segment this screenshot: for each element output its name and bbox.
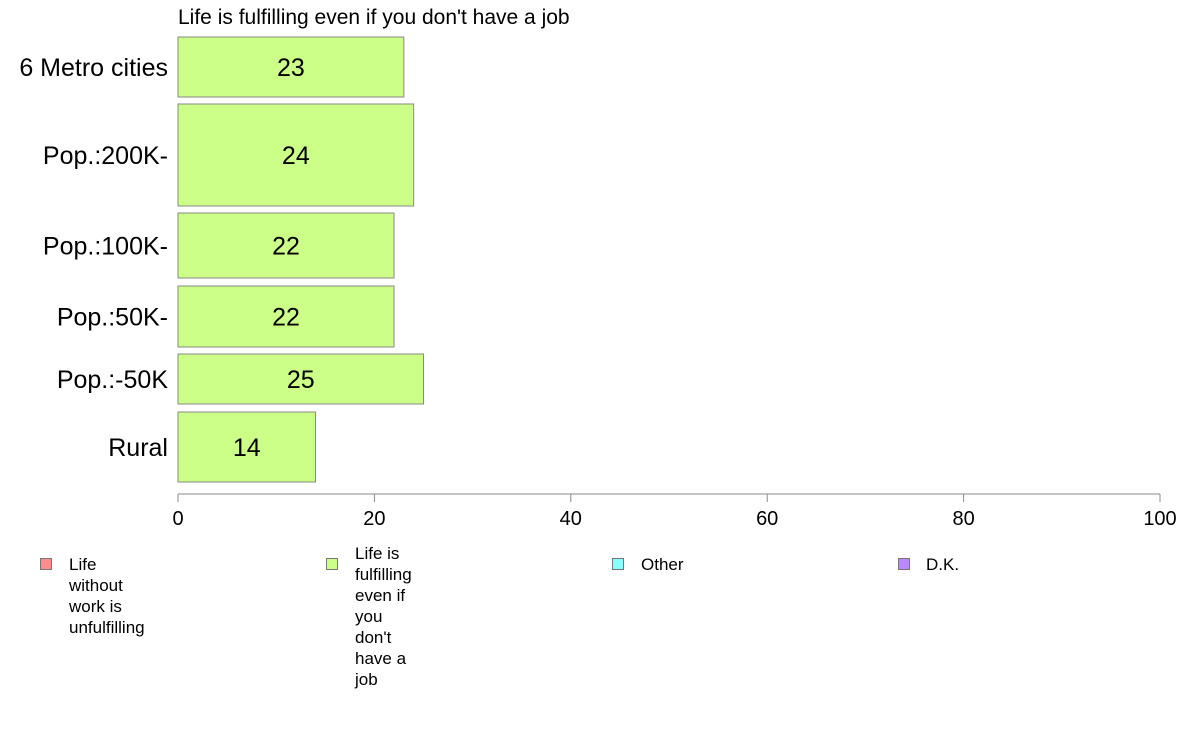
- legend-swatch: [326, 558, 338, 570]
- bar-value-label: 22: [272, 233, 300, 261]
- chart-title: Life is fulfilling even if you don't hav…: [178, 6, 570, 29]
- bar-value-label: 14: [233, 434, 261, 462]
- x-tick-label: 40: [560, 508, 582, 530]
- x-tick-label: 0: [172, 508, 183, 530]
- category-label: Pop.:200K-: [43, 142, 168, 170]
- x-axis: 0 20 40 60 80 100: [172, 493, 1177, 530]
- legend-swatch: [612, 558, 624, 570]
- bar-value-label: 25: [287, 366, 315, 394]
- category-label: Pop.:100K-: [43, 233, 168, 261]
- legend-label: D.K.: [926, 555, 960, 574]
- bar: [177, 212, 395, 279]
- bar-value-label: 23: [277, 54, 305, 82]
- bar: [177, 285, 395, 348]
- bar: [177, 103, 415, 207]
- legend-swatch: [40, 558, 52, 570]
- bar-value-label: 22: [272, 304, 300, 332]
- x-tick-label: 100: [1143, 508, 1176, 530]
- category-label: Pop.:-50K: [57, 366, 169, 394]
- category-label: Rural: [108, 434, 168, 462]
- bars-layer: 23 6 Metro cities 24 Pop.:200K- 22 Pop.:100K-…: [19, 36, 424, 483]
- category-label: Pop.:50K-: [57, 304, 168, 332]
- x-tick-label: 20: [363, 508, 385, 530]
- chart-plot: 23 6 Metro cities 24 Pop.:200K- 22 Pop.:100K-…: [19, 36, 1177, 530]
- legend: Life without work is unfulfilling Life i…: [0, 540, 1188, 689]
- legend-label: Life is fulfilling even if you don't hav…: [355, 544, 412, 689]
- x-tick-label: 60: [756, 508, 778, 530]
- legend-label: Other: [641, 555, 684, 574]
- bar: [177, 36, 405, 98]
- bar: [177, 353, 424, 405]
- category-label: 6 Metro cities: [19, 54, 168, 82]
- legend-label: Life without work is unfulfilling: [69, 555, 145, 637]
- bar-value-label: 24: [282, 142, 310, 170]
- x-tick-label: 80: [952, 508, 974, 530]
- legend-swatch: [898, 558, 910, 570]
- bar: [177, 411, 316, 483]
